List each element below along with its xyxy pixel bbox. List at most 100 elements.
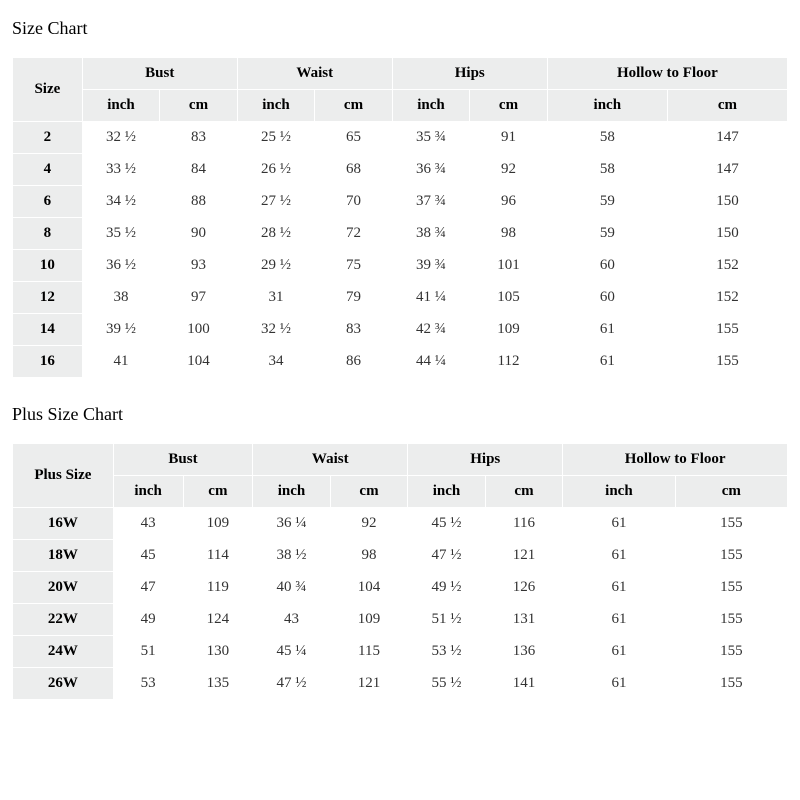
data-cell: 105 xyxy=(470,282,548,314)
size-cell: 2 xyxy=(13,122,83,154)
unit-cm: cm xyxy=(470,90,548,122)
data-cell: 33 ½ xyxy=(82,154,160,186)
data-cell: 100 xyxy=(160,314,238,346)
data-cell: 130 xyxy=(183,636,253,668)
size-cell: 24W xyxy=(13,636,114,668)
data-cell: 49 ½ xyxy=(408,572,486,604)
data-cell: 47 ½ xyxy=(253,668,331,700)
data-cell: 38 ½ xyxy=(253,540,331,572)
data-cell: 121 xyxy=(485,540,563,572)
data-cell: 150 xyxy=(667,186,787,218)
data-cell: 116 xyxy=(485,508,563,540)
plus-size-chart-title: Plus Size Chart xyxy=(12,404,788,425)
size-cell: 10 xyxy=(13,250,83,282)
data-cell: 91 xyxy=(470,122,548,154)
unit-inch: inch xyxy=(237,90,315,122)
table-row: 24W5113045 ¼11553 ½13661155 xyxy=(13,636,788,668)
size-cell: 26W xyxy=(13,668,114,700)
size-cell: 6 xyxy=(13,186,83,218)
data-cell: 155 xyxy=(675,540,787,572)
table-row: 1036 ½9329 ½7539 ¾10160152 xyxy=(13,250,788,282)
size-cell: 22W xyxy=(13,604,114,636)
data-cell: 39 ¾ xyxy=(392,250,470,282)
data-cell: 84 xyxy=(160,154,238,186)
data-cell: 58 xyxy=(547,154,667,186)
data-cell: 45 xyxy=(113,540,183,572)
data-cell: 34 ½ xyxy=(82,186,160,218)
table-row: 232 ½8325 ½6535 ¾9158147 xyxy=(13,122,788,154)
col-hips: Hips xyxy=(408,444,563,476)
data-cell: 79 xyxy=(315,282,393,314)
data-cell: 59 xyxy=(547,186,667,218)
unit-cm: cm xyxy=(667,90,787,122)
data-cell: 61 xyxy=(563,572,675,604)
unit-cm: cm xyxy=(183,476,253,508)
data-cell: 109 xyxy=(330,604,408,636)
data-cell: 38 xyxy=(82,282,160,314)
size-cell: 16 xyxy=(13,346,83,378)
data-cell: 112 xyxy=(470,346,548,378)
col-size: Size xyxy=(13,58,83,122)
data-cell: 75 xyxy=(315,250,393,282)
col-waist: Waist xyxy=(253,444,408,476)
data-cell: 101 xyxy=(470,250,548,282)
size-cell: 14 xyxy=(13,314,83,346)
unit-inch: inch xyxy=(408,476,486,508)
data-cell: 26 ½ xyxy=(237,154,315,186)
data-cell: 61 xyxy=(547,346,667,378)
data-cell: 155 xyxy=(675,668,787,700)
data-cell: 61 xyxy=(563,508,675,540)
data-cell: 49 xyxy=(113,604,183,636)
unit-inch: inch xyxy=(392,90,470,122)
size-cell: 12 xyxy=(13,282,83,314)
table-row: 634 ½8827 ½7037 ¾9659150 xyxy=(13,186,788,218)
data-cell: 97 xyxy=(160,282,238,314)
data-cell: 155 xyxy=(675,636,787,668)
unit-inch: inch xyxy=(253,476,331,508)
data-cell: 135 xyxy=(183,668,253,700)
data-cell: 39 ½ xyxy=(82,314,160,346)
data-cell: 92 xyxy=(330,508,408,540)
data-cell: 43 xyxy=(253,604,331,636)
col-waist: Waist xyxy=(237,58,392,90)
data-cell: 53 xyxy=(113,668,183,700)
data-cell: 98 xyxy=(470,218,548,250)
table-row: 835 ½9028 ½7238 ¾9859150 xyxy=(13,218,788,250)
data-cell: 27 ½ xyxy=(237,186,315,218)
data-cell: 31 xyxy=(237,282,315,314)
data-cell: 119 xyxy=(183,572,253,604)
data-cell: 96 xyxy=(470,186,548,218)
data-cell: 45 ½ xyxy=(408,508,486,540)
unit-inch: inch xyxy=(547,90,667,122)
data-cell: 155 xyxy=(667,314,787,346)
size-cell: 18W xyxy=(13,540,114,572)
data-cell: 36 ¼ xyxy=(253,508,331,540)
data-cell: 152 xyxy=(667,250,787,282)
data-cell: 28 ½ xyxy=(237,218,315,250)
data-cell: 147 xyxy=(667,154,787,186)
size-cell: 16W xyxy=(13,508,114,540)
unit-cm: cm xyxy=(485,476,563,508)
unit-inch: inch xyxy=(563,476,675,508)
data-cell: 61 xyxy=(547,314,667,346)
data-cell: 155 xyxy=(675,604,787,636)
col-hollow: Hollow to Floor xyxy=(547,58,787,90)
data-cell: 83 xyxy=(160,122,238,154)
data-cell: 47 ½ xyxy=(408,540,486,572)
data-cell: 70 xyxy=(315,186,393,218)
data-cell: 147 xyxy=(667,122,787,154)
data-cell: 53 ½ xyxy=(408,636,486,668)
data-cell: 38 ¾ xyxy=(392,218,470,250)
data-cell: 136 xyxy=(485,636,563,668)
data-cell: 65 xyxy=(315,122,393,154)
data-cell: 61 xyxy=(563,604,675,636)
table-row: 1439 ½10032 ½8342 ¾10961155 xyxy=(13,314,788,346)
data-cell: 109 xyxy=(183,508,253,540)
data-cell: 37 ¾ xyxy=(392,186,470,218)
data-cell: 88 xyxy=(160,186,238,218)
size-cell: 20W xyxy=(13,572,114,604)
data-cell: 104 xyxy=(330,572,408,604)
size-chart-title: Size Chart xyxy=(12,18,788,39)
col-bust: Bust xyxy=(113,444,253,476)
data-cell: 93 xyxy=(160,250,238,282)
